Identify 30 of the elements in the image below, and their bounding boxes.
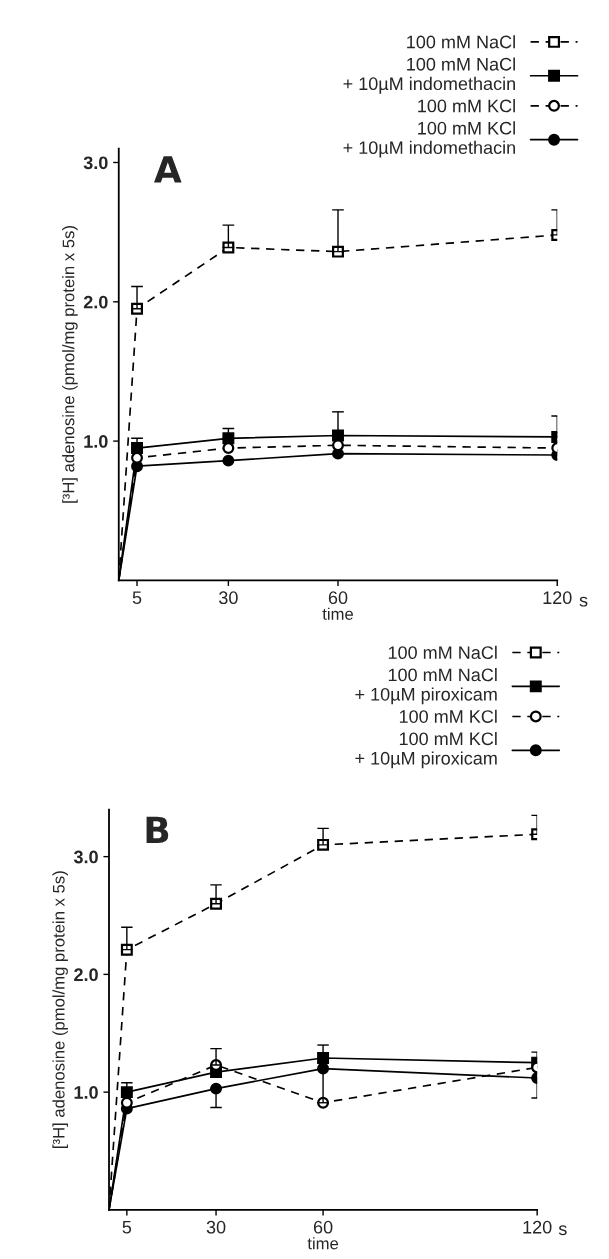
legend-label: 100 mM KCl [418, 99, 515, 113]
x-tick-label: 5 [122, 1220, 132, 1234]
x-tick-label: 60 [313, 1220, 333, 1234]
text: s [558, 1225, 567, 1236]
x-tick-label: 60 [328, 591, 348, 605]
chart-title: B [146, 816, 169, 843]
text: s [579, 596, 588, 607]
legend-label: 100 mM NaCl [388, 645, 497, 660]
y-tick-label: 3.0 [73, 850, 98, 864]
x-tick-label: 30 [219, 591, 238, 605]
y-tick-label: 2.0 [83, 295, 108, 309]
y-tick-label: 1.0 [84, 435, 108, 448]
legend-label: 100 mM KCl [399, 709, 497, 723]
y-tick-label: 2.0 [74, 968, 98, 982]
legend-label: 100 mM NaCl + 10µM indomethacin [343, 57, 515, 94]
legend-label: 100 mM NaCl + 10µM piroxicam [355, 668, 497, 705]
legend-label: 100 mM KCl + 10µM indomethacin [343, 121, 515, 158]
x-tick-label: 120 [523, 1220, 552, 1234]
x-tick-label: 120 [543, 591, 572, 605]
legend-label: 100 mM NaCl [407, 35, 515, 49]
y-axis-title: [³H] adenosine (pmol/mg protein x 5s) [52, 871, 68, 1148]
x-tick-label: 30 [206, 1220, 226, 1234]
y-tick-label: 1.0 [74, 1086, 98, 1099]
y-axis-title: [³H] adenosine (pmol/mg protein x 5s) [62, 226, 78, 503]
legend-label: 100 mM KCl + 10µM piroxicam [355, 731, 497, 769]
x-axis-title: time [322, 607, 353, 620]
x-axis-title: time [307, 1237, 339, 1250]
chart-title: A [154, 156, 182, 183]
x-tick-label: 5 [132, 591, 142, 605]
y-tick-label: 3.0 [83, 156, 108, 170]
